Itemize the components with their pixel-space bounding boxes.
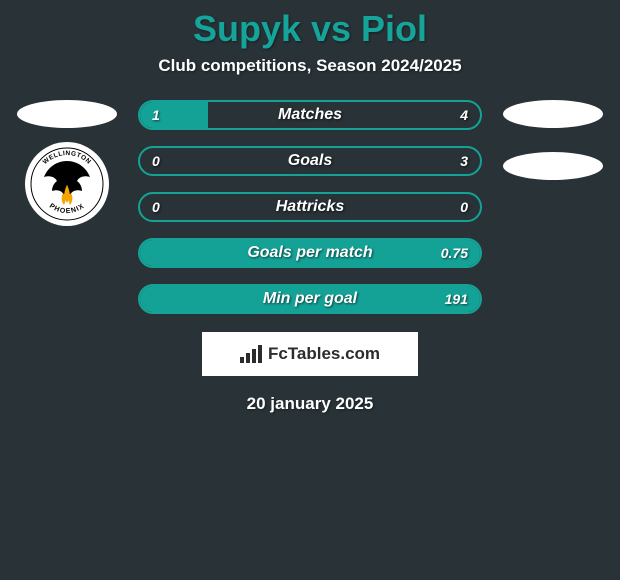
- left-club-badge: WELLINGTON PHOENIX: [25, 142, 109, 226]
- stat-value-right: 3: [460, 153, 468, 169]
- right-player-avatar-1: [503, 100, 603, 128]
- stat-bar: 0Goals3: [138, 146, 482, 176]
- left-player-column: WELLINGTON PHOENIX: [12, 100, 122, 226]
- comparison-card: Supyk vs Piol Club competitions, Season …: [0, 0, 620, 414]
- page-title: Supyk vs Piol: [193, 8, 427, 50]
- stat-bar: 0Hattricks0: [138, 192, 482, 222]
- stat-label: Goals: [140, 152, 480, 170]
- stats-column: 1Matches40Goals30Hattricks0Goals per mat…: [138, 100, 482, 314]
- stat-value-right: 191: [445, 291, 468, 307]
- brand-label: FcTables.com: [268, 344, 380, 364]
- brand-box[interactable]: FcTables.com: [202, 332, 418, 376]
- stat-label: Hattricks: [140, 198, 480, 216]
- stat-label: Goals per match: [140, 244, 480, 262]
- stat-bar: Goals per match0.75: [138, 238, 482, 268]
- right-player-avatar-2: [503, 152, 603, 180]
- stat-value-right: 0.75: [441, 245, 468, 261]
- stat-bar: 1Matches4: [138, 100, 482, 130]
- stat-bar: Min per goal191: [138, 284, 482, 314]
- left-player-avatar: [17, 100, 117, 128]
- stat-value-right: 0: [460, 199, 468, 215]
- right-player-column: [498, 100, 608, 180]
- comparison-body: WELLINGTON PHOENIX 1Matches40Goals30Hatt…: [0, 100, 620, 314]
- bar-chart-icon: [240, 345, 262, 363]
- wellington-phoenix-badge-icon: WELLINGTON PHOENIX: [30, 147, 104, 221]
- date-label: 20 january 2025: [247, 394, 374, 414]
- stat-label: Min per goal: [140, 290, 480, 308]
- stat-value-right: 4: [460, 107, 468, 123]
- stat-label: Matches: [140, 106, 480, 124]
- subtitle: Club competitions, Season 2024/2025: [158, 56, 461, 76]
